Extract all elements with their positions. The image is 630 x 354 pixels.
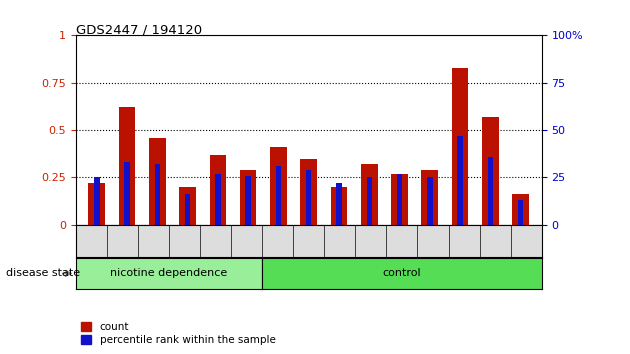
Bar [306,170,311,225]
Bar [427,177,433,225]
Bar [118,107,135,225]
Bar [518,200,524,225]
Bar [270,147,287,225]
Bar [185,194,190,225]
Bar [452,68,468,225]
Bar [482,117,499,225]
Text: control: control [382,268,421,279]
Bar [367,177,372,225]
Bar [391,174,408,225]
Text: disease state: disease state [6,268,81,278]
Bar [397,174,402,225]
Bar [512,194,529,225]
Bar [361,164,377,225]
Bar [215,174,220,225]
Bar [149,138,166,225]
Legend: count, percentile rank within the sample: count, percentile rank within the sample [81,322,275,345]
Bar [457,136,463,225]
Bar [180,187,196,225]
Bar [124,162,130,225]
Bar [331,187,347,225]
Text: nicotine dependence: nicotine dependence [110,268,227,279]
Bar [301,159,317,225]
Bar [240,170,256,225]
Text: GDS2447 / 194120: GDS2447 / 194120 [76,23,202,36]
Bar [210,155,226,225]
Bar [246,176,251,225]
Bar [154,164,160,225]
Bar [336,183,341,225]
Bar [276,166,281,225]
Bar [88,183,105,225]
Bar [421,170,438,225]
Bar [94,177,100,225]
Bar [488,156,493,225]
